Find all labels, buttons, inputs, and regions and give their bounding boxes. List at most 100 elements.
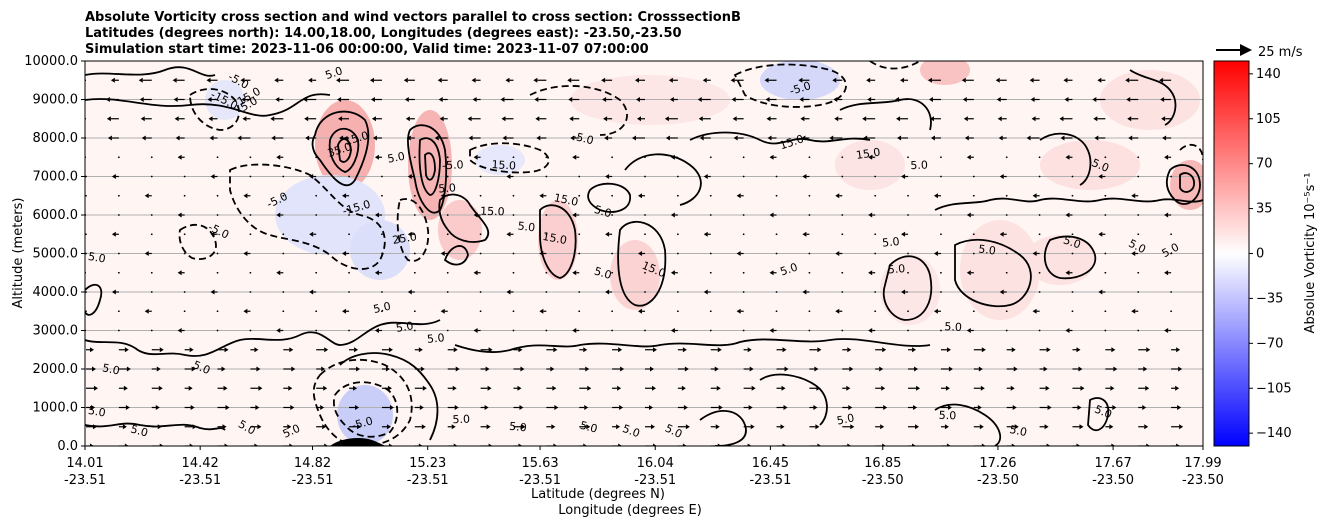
wind-vector-head: [816, 385, 821, 391]
contour-line: [85, 93, 331, 117]
y-tick-label: 0.0: [57, 439, 78, 454]
contour-line: [85, 283, 103, 316]
wind-vector-head: [336, 77, 341, 83]
wind-vector: [1071, 233, 1074, 236]
wind-vector: [742, 175, 745, 178]
wind-vector-head: [276, 328, 281, 333]
wind-vector: [841, 175, 844, 178]
wind-vector-head: [572, 328, 577, 333]
wind-vector: [446, 156, 449, 159]
wind-vector-head: [124, 443, 129, 446]
contour-label: 15.0: [855, 146, 881, 162]
wind-vector-head: [452, 385, 457, 391]
wind-vector-head: [583, 347, 588, 353]
y-tick-label: 4000.0: [33, 285, 79, 300]
wind-vector: [216, 156, 219, 159]
wind-vector-head: [1176, 347, 1181, 353]
wind-vector-head: [670, 328, 675, 333]
wind-vector-head: [90, 347, 94, 353]
wind-vector: [808, 310, 811, 313]
wind-vector-head: [210, 289, 215, 295]
wind-vector-head: [699, 135, 704, 141]
wind-vector-head: [1032, 251, 1037, 256]
contour-label: 5.0: [779, 260, 800, 278]
wind-vector: [216, 252, 219, 255]
wind-vector-head: [829, 135, 834, 141]
wind-vector-head: [371, 116, 376, 122]
wind-vector-head: [895, 97, 900, 102]
wind-vector-head: [241, 97, 246, 102]
plot-area: 5.05.0 5.015.0-15.0-5.05.05.035.015.0-15.…: [85, 61, 1203, 446]
wind-vector-head: [502, 135, 507, 141]
wind-vector: [479, 291, 482, 293]
wind-vector-head: [635, 77, 639, 83]
wind-vector-head: [274, 77, 279, 83]
wind-vector-head: [159, 347, 164, 353]
wind-vector-head: [684, 366, 689, 372]
wind-vector: [348, 156, 350, 159]
wind-vector-head: [177, 328, 182, 333]
y-axis-ticks: 0.0 1000.0 2000.0 3000.0 4000.0 5000.0 6000.0 7…: [24, 54, 85, 454]
wind-vector-head: [1161, 116, 1166, 122]
colorbar-ticks: 140 105 70 35 0 −35 −70 −105 −140: [1249, 67, 1292, 441]
wind-vector: [545, 291, 548, 293]
x-tick-label-lat: 14.42: [182, 456, 219, 471]
wind-vector-head: [111, 174, 116, 179]
wind-vector-head: [782, 347, 787, 353]
wind-vector: [150, 214, 153, 216]
wind-vector: [808, 271, 811, 274]
wind-vector-head: [1175, 385, 1180, 391]
wind-vector-head: [1146, 443, 1151, 446]
positive-vorticity-patch: [438, 200, 482, 260]
wind-vector-head: [355, 405, 360, 410]
wind-vector: [709, 310, 712, 313]
wind-vector-head: [174, 116, 179, 122]
wind-vector-head: [309, 174, 314, 179]
wind-vector-head: [962, 97, 967, 102]
wind-vector: [611, 271, 614, 274]
wind-vector-head: [685, 424, 690, 430]
wind-vector-head: [126, 366, 131, 372]
wind-vector-head: [111, 289, 116, 295]
contour-label: 5.0: [1093, 403, 1114, 422]
contour-line: [328, 127, 360, 173]
wind-vector: [1071, 194, 1074, 197]
wind-vector-head: [472, 97, 477, 102]
contour-line: [438, 193, 490, 243]
y-tick-label: 3000.0: [33, 324, 79, 339]
wind-vector-head: [784, 366, 789, 372]
colorbar-tick-label: −140: [1256, 426, 1292, 441]
wind-vector-head: [157, 424, 162, 430]
wind-vector-head: [552, 385, 557, 391]
wind-vector-head: [1064, 97, 1069, 102]
wind-vector-head: [140, 116, 145, 122]
x-tick-label-lat: 16.45: [752, 456, 789, 471]
contour-label: 5.0: [978, 242, 997, 257]
wind-vector-head: [933, 308, 938, 314]
wind-vector: [381, 175, 383, 178]
wind-vector-head: [998, 135, 1003, 141]
wind-vector-head: [389, 405, 394, 410]
wind-vector-head: [222, 424, 227, 430]
wind-vector-head: [901, 174, 906, 179]
wind-vector-head: [255, 405, 260, 410]
wind-vector: [1104, 194, 1107, 197]
wind-vector: [117, 194, 120, 197]
x-tick-label-lat: 16.04: [637, 456, 674, 471]
wind-vector: [841, 271, 844, 274]
wind-vector: [1137, 156, 1140, 159]
wind-vector-head: [750, 424, 755, 430]
wind-vector-head: [90, 443, 94, 446]
wind-vector-head: [862, 116, 867, 122]
wind-vector: [413, 156, 416, 159]
wind-vector: [413, 310, 416, 313]
wind-vector-head: [933, 251, 938, 256]
wind-vector: [808, 329, 811, 332]
wind-vector-head: [188, 385, 193, 391]
x-tick-label-lat: 14.82: [294, 456, 331, 471]
wind-vector-head: [1179, 424, 1184, 430]
wind-vector-head: [1011, 443, 1016, 446]
wind-vector-head: [320, 405, 325, 410]
wind-vector-head: [605, 289, 610, 295]
wind-vector: [940, 271, 942, 274]
